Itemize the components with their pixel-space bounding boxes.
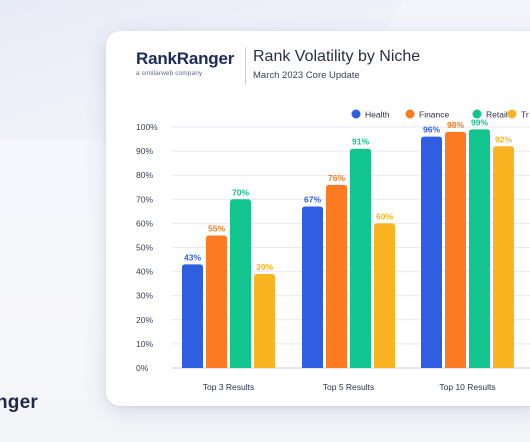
y-tick-label: 100% <box>136 122 158 132</box>
bar-value-label: 91% <box>352 137 369 147</box>
chart-card: RankRanger a similarweb company Rank Vol… <box>106 31 530 406</box>
bar-value-label: 98% <box>447 120 464 130</box>
bar <box>445 131 466 368</box>
bar <box>302 206 323 368</box>
legend-marker <box>472 109 482 119</box>
bar <box>421 136 442 368</box>
logo-wordmark: RankRanger <box>136 49 235 68</box>
legend-label: Retail <box>486 110 508 120</box>
legend-marker <box>507 109 517 119</box>
y-tick-label: 70% <box>136 194 153 204</box>
y-tick-label: 0% <box>136 363 149 373</box>
x-category-label: Top 3 Results <box>203 382 255 392</box>
legend-marker <box>405 109 415 119</box>
bar-value-label: 76% <box>328 173 345 183</box>
header-divider <box>245 47 246 85</box>
rankranger-logo: RankRanger a similarweb company <box>136 49 234 77</box>
logo-tagline: a similarweb company <box>136 70 203 77</box>
y-tick-label: 90% <box>136 146 153 156</box>
bar-chart: 0% 10% 20% 30% 40% 50% 60% 70% 80% 90% 100% Health F… <box>136 109 530 392</box>
legend-label: Tr <box>521 110 529 120</box>
x-category-label: Top 5 Results <box>323 382 375 392</box>
bar-value-label: 55% <box>208 223 225 233</box>
bar <box>230 199 251 368</box>
bar-value-label: 99% <box>471 117 488 127</box>
bar <box>254 274 275 368</box>
bar-value-label: 70% <box>232 187 249 197</box>
bar-value-label: 43% <box>184 252 201 262</box>
bar <box>182 264 203 368</box>
bar <box>469 129 490 368</box>
y-tick-label: 40% <box>136 267 153 277</box>
bar-value-label: 92% <box>495 134 512 144</box>
chart-subtitle: March 2023 Core Update <box>253 70 360 81</box>
bar <box>493 146 514 368</box>
legend-label: Finance <box>419 110 450 120</box>
y-tick-label: 60% <box>136 218 153 228</box>
chart-title: Rank Volatility by Niche <box>253 48 421 65</box>
bar-value-label: 39% <box>256 262 273 272</box>
legend-label: Health <box>365 110 390 120</box>
x-category-label: Top 10 Results <box>439 382 495 392</box>
y-tick-label: 10% <box>136 339 153 349</box>
background-brand-text: nger <box>0 392 38 413</box>
legend-marker <box>351 109 361 119</box>
y-tick-label: 30% <box>136 291 153 301</box>
bar-value-label: 60% <box>376 211 393 221</box>
bar <box>374 223 395 368</box>
bar <box>326 184 347 368</box>
y-tick-label: 80% <box>136 170 153 180</box>
y-tick-label: 20% <box>136 315 153 325</box>
bar <box>206 235 227 368</box>
y-tick-label: 50% <box>136 243 153 253</box>
bar-value-label: 96% <box>423 125 440 135</box>
bar <box>350 148 371 368</box>
bar-value-label: 67% <box>304 195 321 205</box>
